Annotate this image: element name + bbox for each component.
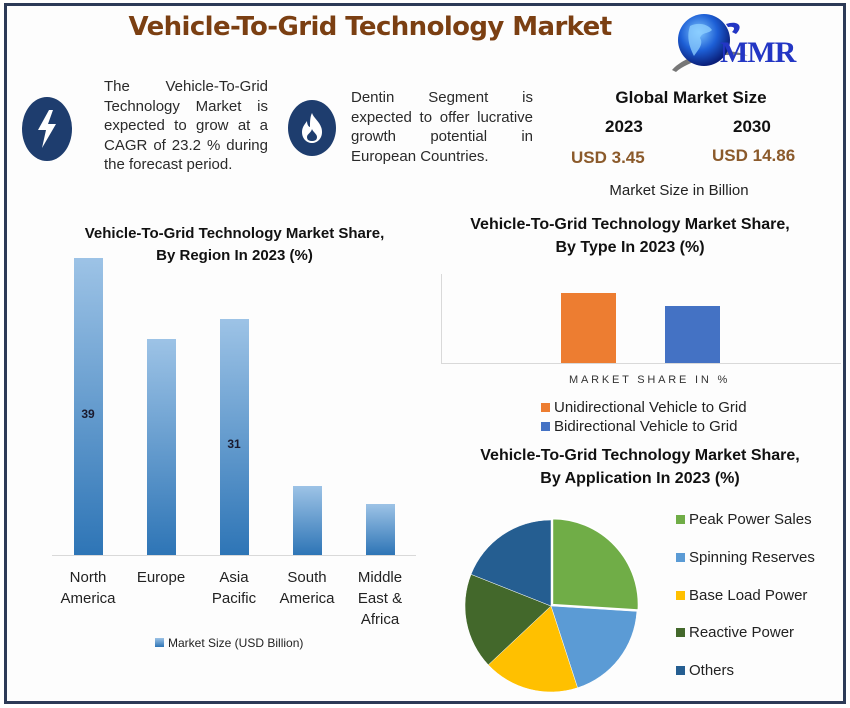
pie-legend-swatch	[676, 553, 685, 562]
type-bar	[665, 305, 720, 363]
page-title: Vehicle-To-Grid Technology Market	[128, 12, 612, 42]
flame-icon	[288, 100, 336, 156]
pie-legend-label: Others	[689, 662, 735, 679]
region-legend-label: Market Size (USD Billion)	[168, 636, 304, 650]
global-market-size-title: Global Market Size	[615, 88, 767, 107]
pie-legend-item: Base Load Power	[676, 587, 807, 604]
region-category-label: Asia Pacific	[211, 569, 257, 607]
pie-legend-item: Peak Power Sales	[676, 511, 812, 528]
application-pie-chart	[464, 517, 640, 693]
logo-text: MMR	[720, 36, 796, 69]
region-chart-title: Vehicle-To-Grid Technology Market Share,…	[84, 225, 385, 264]
region-bar	[219, 318, 249, 555]
year-start: 2023	[605, 117, 643, 136]
value-start: USD 3.45	[571, 148, 645, 167]
pie-legend-label: Spinning Reserves	[689, 549, 815, 566]
pie-legend-swatch	[676, 628, 685, 637]
pie-legend-swatch	[676, 591, 685, 600]
region-legend: Market Size (USD Billion)	[155, 636, 303, 650]
type-legend-label: Bidirectional Vehicle to Grid	[554, 418, 738, 435]
lightning-bolt-icon	[22, 97, 72, 161]
pie-legend-item: Reactive Power	[676, 624, 794, 641]
pie-slice	[550, 605, 638, 689]
region-category-label: Europe	[136, 569, 186, 586]
mmr-logo: MMR	[668, 12, 818, 74]
pie-slice	[551, 517, 640, 611]
type-legend-item: Unidirectional Vehicle to Grid	[541, 398, 747, 417]
type-chart-title: Vehicle-To-Grid Technology Market Share,…	[470, 216, 790, 256]
pie-slice	[470, 519, 552, 607]
pie-legend-label: Base Load Power	[689, 587, 808, 604]
pie-slice	[464, 574, 552, 666]
region-x-axis	[52, 555, 416, 556]
region-bar	[292, 485, 322, 555]
market-size-note: Market Size in Billion	[609, 182, 749, 199]
type-x-axis-label: MARKET SHARE IN %	[569, 374, 731, 386]
pie-slice	[487, 605, 578, 693]
region-category-label: Middle East & Africa	[357, 569, 403, 628]
pie-legend-swatch	[676, 666, 685, 675]
region-bar	[73, 258, 103, 555]
region-bar	[365, 503, 395, 555]
region-bar	[146, 338, 176, 555]
segment-blurb: Dentin Segment is expected to offer lucr…	[351, 89, 533, 165]
pie-legend-item: Spinning Reserves	[676, 549, 815, 566]
pie-legend-item: Others	[676, 662, 734, 679]
type-legend-label: Unidirectional Vehicle to Grid	[554, 399, 747, 416]
pie-legend-swatch	[676, 515, 685, 524]
type-legend-swatch	[541, 422, 550, 431]
type-bar	[561, 293, 616, 363]
region-bar-data-label: 31	[227, 436, 241, 451]
application-chart-title: Vehicle-To-Grid Technology Market Share,…	[480, 447, 800, 487]
type-legend-item: Bidirectional Vehicle to Grid	[541, 417, 747, 436]
type-y-axis	[441, 274, 442, 364]
year-end: 2030	[733, 117, 771, 136]
type-x-axis	[441, 363, 841, 364]
pie-legend-label: Reactive Power	[689, 624, 795, 641]
region-bar-data-label: 39	[81, 406, 95, 421]
cagr-blurb: The Vehicle-To-Grid Technology Market is…	[104, 78, 268, 173]
region-legend-swatch	[155, 638, 164, 647]
region-category-label: South America	[279, 569, 335, 607]
type-legend-swatch	[541, 403, 550, 412]
pie-legend-label: Peak Power Sales	[689, 511, 812, 528]
region-category-label: North America	[60, 569, 116, 607]
type-legend: Unidirectional Vehicle to Grid Bidirecti…	[541, 398, 747, 436]
globe-icon	[672, 14, 748, 72]
value-end: USD 14.86	[712, 146, 796, 165]
